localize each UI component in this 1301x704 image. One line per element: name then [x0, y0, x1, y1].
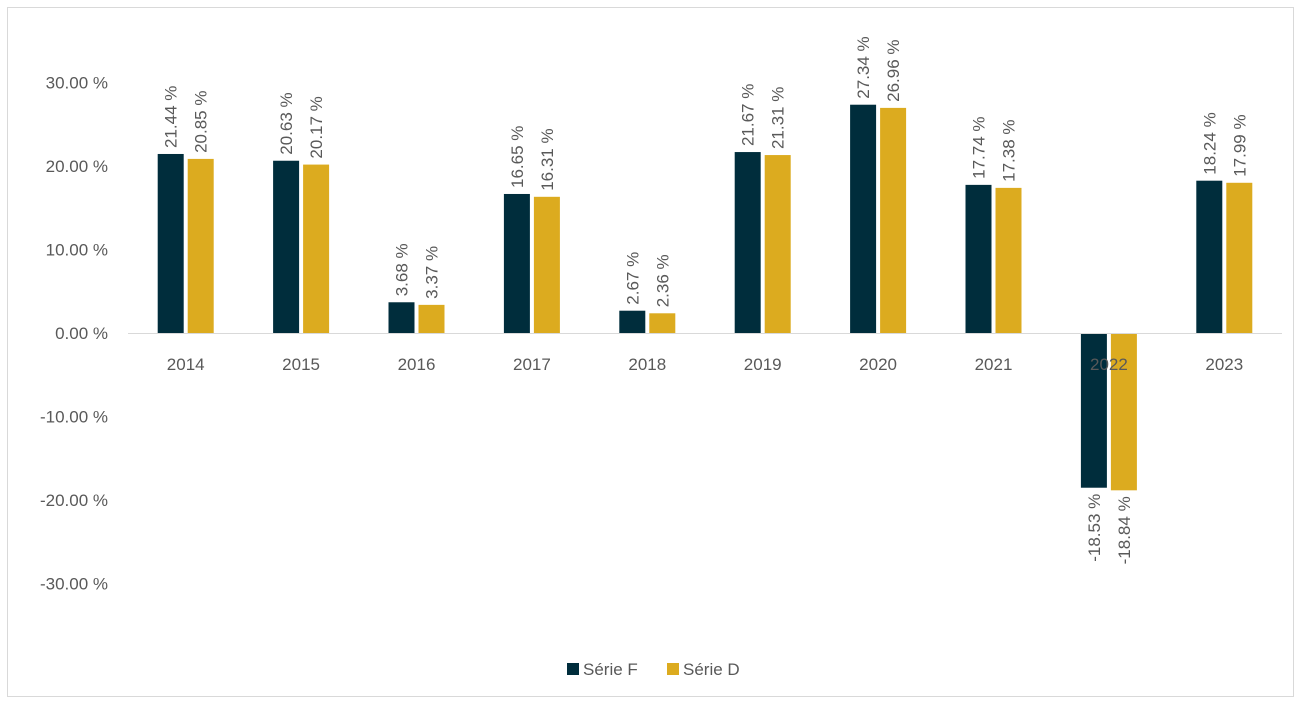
y-tick-label: 10.00 %	[46, 241, 108, 260]
x-tick-label: 2020	[859, 355, 897, 374]
bar-serie-f-2016	[388, 302, 415, 333]
data-label: 27.34 %	[854, 36, 873, 98]
bar-serie-f-2018	[619, 310, 646, 333]
x-tick-label: 2018	[628, 355, 666, 374]
bar-serie-f-2015	[273, 160, 300, 333]
data-label: 20.85 %	[192, 91, 211, 153]
y-tick-label: 20.00 %	[46, 157, 108, 176]
bar-serie-d-2022	[1110, 333, 1137, 491]
bar-serie-f-2023	[1196, 180, 1223, 333]
y-tick-label: -20.00 %	[40, 491, 108, 510]
bar-serie-d-2018	[649, 313, 676, 333]
bar-serie-d-2020	[880, 107, 907, 333]
data-label: 21.31 %	[769, 87, 788, 149]
data-labels: 21.44 % 20.85 % 20.63 % 20.17 % 3.68 % 3.37 %…	[162, 36, 1250, 564]
data-label: 18.24 %	[1200, 112, 1219, 174]
bar-serie-f-2019	[734, 152, 761, 333]
bar-serie-f-2017	[503, 193, 530, 333]
y-tick-label: -10.00 %	[40, 408, 108, 427]
bar-serie-f-2020	[850, 104, 877, 333]
x-tick-label: 2022	[1090, 355, 1128, 374]
x-tick-label: 2015	[282, 355, 320, 374]
x-axis-labels: 2014 2015 2016 2017 2018 2019 2020 2021 2022 2023	[167, 355, 1243, 374]
data-label: 16.31 %	[538, 128, 557, 190]
data-label: 2.67 %	[623, 252, 642, 305]
x-tick-label: 2014	[167, 355, 205, 374]
legend-swatch-serie-f	[567, 663, 579, 675]
x-tick-label: 2019	[744, 355, 782, 374]
bar-serie-d-2021	[995, 187, 1022, 333]
data-label: 2.36 %	[653, 254, 672, 307]
bar-serie-d-2015	[303, 164, 330, 333]
data-label: -18.53 %	[1085, 494, 1104, 562]
y-tick-label: 0.00 %	[55, 324, 108, 343]
x-tick-label: 2016	[398, 355, 436, 374]
data-label: -18.84 %	[1115, 496, 1134, 564]
bar-serie-d-2019	[764, 155, 791, 333]
x-tick-label: 2017	[513, 355, 551, 374]
data-label: 3.68 %	[393, 243, 412, 296]
data-label: 26.96 %	[884, 39, 903, 101]
bar-serie-d-2023	[1226, 182, 1253, 333]
legend: Série F Série D	[567, 660, 740, 679]
chart-frame	[7, 7, 1294, 697]
bar-serie-d-2014	[187, 158, 214, 333]
bars	[157, 104, 1253, 491]
bar-serie-d-2016	[418, 304, 445, 333]
x-tick-label: 2023	[1205, 355, 1243, 374]
y-axis-labels: 30.00 % 20.00 % 10.00 % 0.00 % -10.00 % -20.0…	[40, 74, 108, 594]
data-label: 20.17 %	[307, 96, 326, 158]
x-tick-label: 2021	[975, 355, 1013, 374]
data-label: 21.44 %	[162, 86, 181, 148]
y-tick-label: -30.00 %	[40, 575, 108, 594]
bar-serie-f-2022	[1080, 333, 1107, 488]
data-label: 21.67 %	[739, 84, 758, 146]
data-label: 17.38 %	[1000, 119, 1019, 181]
data-label: 16.65 %	[508, 126, 527, 188]
bar-serie-f-2014	[157, 153, 184, 333]
bar-serie-f-2021	[965, 184, 992, 333]
legend-label: Série F	[583, 660, 638, 679]
legend-swatch-serie-d	[667, 663, 679, 675]
data-label: 20.63 %	[277, 92, 296, 154]
data-label: 3.37 %	[423, 246, 442, 299]
data-label: 17.99 %	[1230, 114, 1249, 176]
y-tick-label: 30.00 %	[46, 74, 108, 93]
bar-serie-d-2017	[533, 196, 560, 333]
legend-label: Série D	[683, 660, 740, 679]
data-label: 17.74 %	[970, 116, 989, 178]
